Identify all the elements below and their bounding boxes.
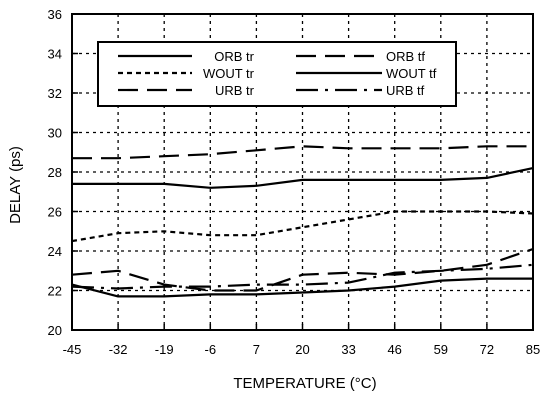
x-tick-label: 7 — [253, 342, 260, 357]
legend-label: ORB tr — [214, 49, 254, 64]
series-line-orb-tr — [71, 277, 533, 298]
x-tick-label: 72 — [480, 342, 494, 357]
x-axis-label: TEMPERATURE (°C) — [233, 375, 376, 392]
y-tick-label: 28 — [48, 165, 62, 180]
series-line-urb-tr — [71, 247, 534, 292]
series-line-wout-tr — [71, 210, 534, 243]
y-tick-labels: 20 22 24 26 28 30 32 34 36 — [48, 7, 62, 338]
y-tick-label: 20 — [48, 323, 62, 338]
x-tick-label: -32 — [109, 342, 128, 357]
y-tick-label: 22 — [48, 284, 62, 299]
x-tick-label: 85 — [526, 342, 540, 357]
legend-label: ORB tf — [386, 49, 425, 64]
y-axis-label: DELAY (ps) — [7, 146, 24, 224]
x-tick-label: -45 — [63, 342, 82, 357]
x-tick-label: -19 — [155, 342, 174, 357]
y-tick-label: 32 — [48, 86, 62, 101]
x-tick-label: 33 — [341, 342, 355, 357]
y-tick-label: 26 — [48, 205, 62, 220]
x-tick-label: 20 — [295, 342, 309, 357]
legend-label: URB tf — [386, 83, 425, 98]
legend-label: WOUT tr — [203, 66, 255, 81]
x-tick-labels: -45 -32 -19 -6 7 20 33 46 59 72 85 — [63, 342, 541, 357]
series-line-orb-tf — [72, 145, 533, 160]
tick-marks — [71, 13, 534, 331]
legend-label: WOUT tf — [386, 66, 437, 81]
y-tick-label: 30 — [48, 126, 62, 141]
legend: ORB tr ORB tf WOUT tr WOUT tf URB tr URB tf — [97, 41, 457, 107]
series-lines — [71, 145, 534, 298]
y-tick-label: 34 — [48, 47, 62, 62]
series-line-wout-tf — [72, 167, 534, 189]
x-tick-label: -6 — [205, 342, 217, 357]
x-tick-label: 46 — [387, 342, 401, 357]
legend-label: URB tr — [215, 83, 255, 98]
x-tick-label: 59 — [434, 342, 448, 357]
y-tick-label: 36 — [48, 7, 62, 22]
y-tick-label: 24 — [48, 244, 62, 259]
